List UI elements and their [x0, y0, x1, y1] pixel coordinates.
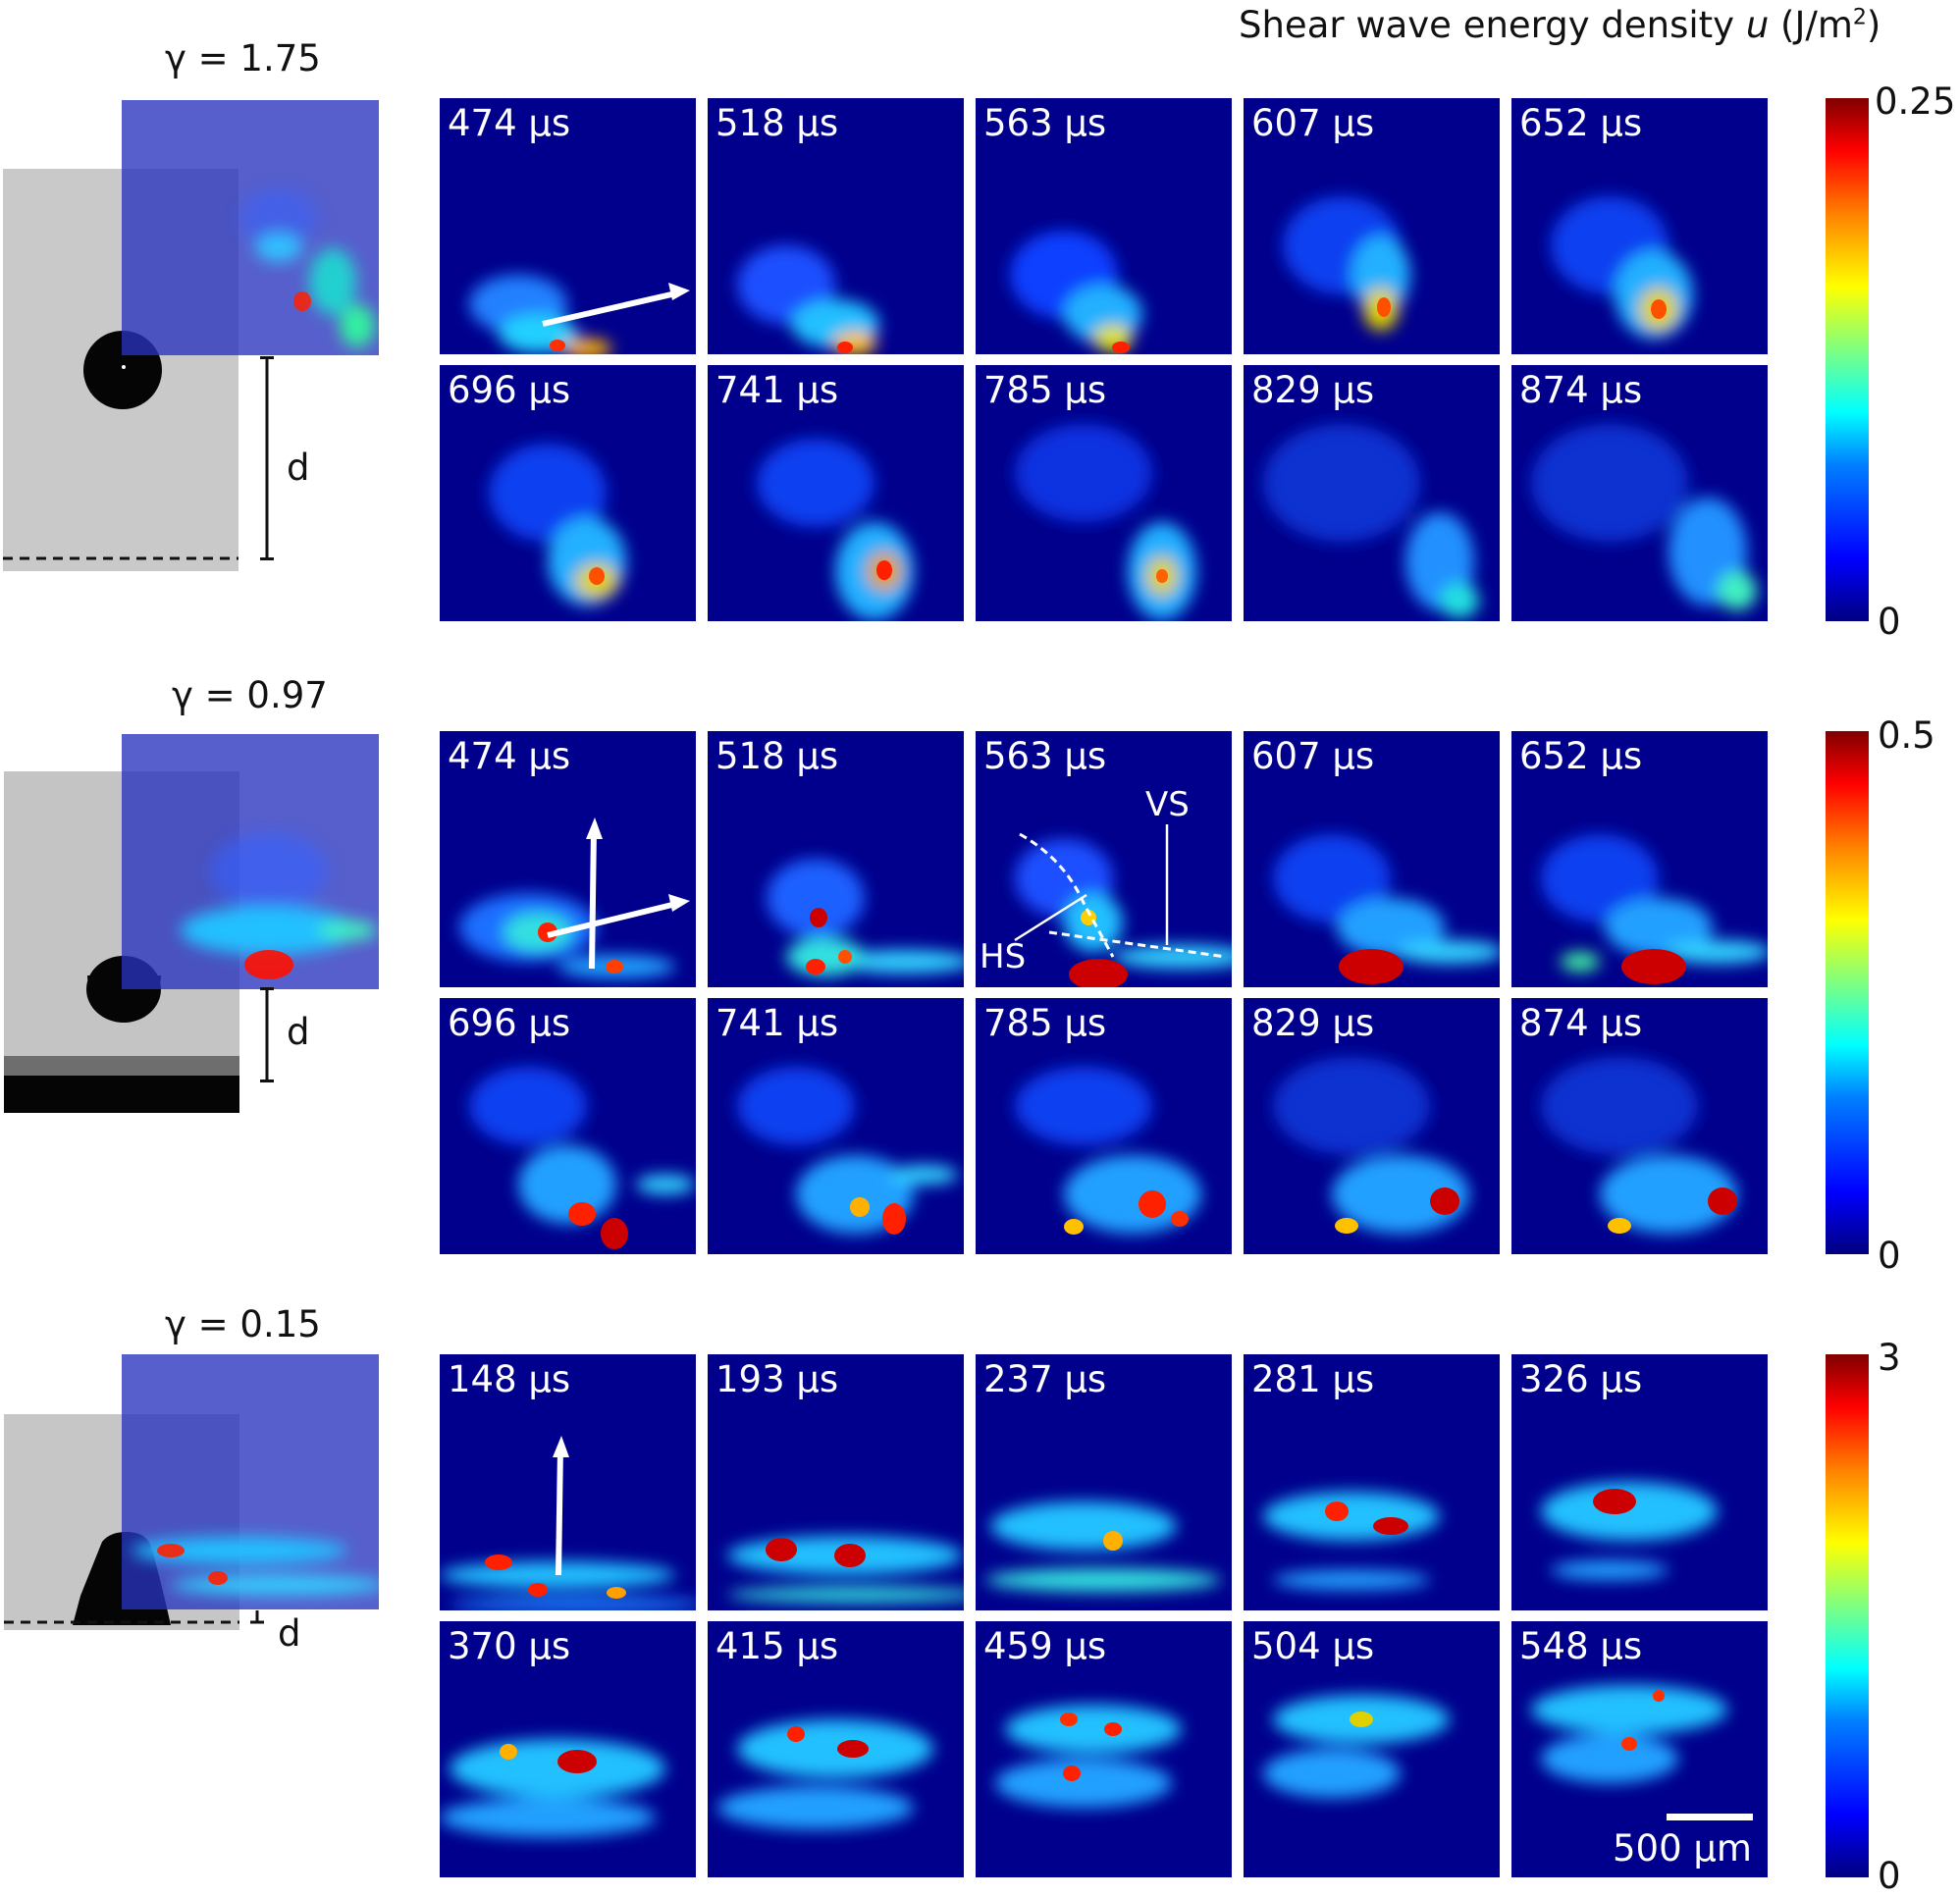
energy-panel: 548 µs 500 µm: [1511, 1621, 1768, 1877]
time-label: 326 µs: [1519, 1358, 1642, 1400]
distance-marker: [250, 1609, 264, 1623]
time-label: 696 µs: [448, 1002, 570, 1044]
time-label: 459 µs: [983, 1625, 1106, 1667]
scale-bar-label: 500 µm: [1613, 1827, 1752, 1870]
hs-annotation: HS: [980, 937, 1026, 976]
energy-panel: 607 µs: [1244, 731, 1500, 987]
energy-panel: 607 µs: [1244, 98, 1500, 354]
colorbar: [1826, 731, 1869, 1254]
time-label: 193 µs: [715, 1358, 838, 1400]
time-label: 518 µs: [715, 735, 838, 777]
figure-header: Shear wave energy density u (J/m2): [1239, 4, 1881, 46]
energy-panel: 281 µs: [1244, 1354, 1500, 1610]
colorbar-max-label: 0.25: [1875, 80, 1955, 123]
scale-bar: [1667, 1814, 1753, 1820]
energy-panel: 652 µs: [1511, 731, 1768, 987]
energy-overlay: [122, 1354, 379, 1609]
energy-panel: 518 µs: [708, 731, 964, 987]
energy-panel: 326 µs: [1511, 1354, 1768, 1610]
time-label: 874 µs: [1519, 1002, 1642, 1044]
header-unit: (J/m: [1769, 4, 1853, 46]
energy-panel: 518 µs: [708, 98, 964, 354]
energy-panel: 237 µs: [976, 1354, 1232, 1610]
gamma-label: γ = 0.15: [165, 1303, 321, 1345]
time-label: 281 µs: [1251, 1358, 1374, 1400]
energy-panel: 193 µs: [708, 1354, 964, 1610]
energy-panel: 652 µs: [1511, 98, 1768, 354]
time-label: 370 µs: [448, 1625, 570, 1667]
colorbar-min-label: 0: [1878, 601, 1901, 643]
time-label: 563 µs: [983, 735, 1106, 777]
energy-panel: 504 µs: [1244, 1621, 1500, 1877]
time-label: 652 µs: [1519, 735, 1642, 777]
header-unit-close: ): [1867, 4, 1881, 46]
colorbar-max-label: 3: [1878, 1337, 1901, 1379]
energy-panel: 474 µs: [440, 731, 696, 987]
energy-panel: 563 µs VS HS: [976, 731, 1232, 987]
distance-label: d: [287, 447, 310, 489]
distance-marker: [260, 987, 274, 1082]
energy-panel: 696 µs: [440, 365, 696, 621]
energy-panel: 741 µs: [708, 998, 964, 1254]
energy-panel: 459 µs: [976, 1621, 1232, 1877]
vs-annotation: VS: [1145, 785, 1190, 824]
time-label: 474 µs: [448, 102, 570, 144]
distance-label: d: [278, 1612, 301, 1655]
time-label: 563 µs: [983, 102, 1106, 144]
time-label: 607 µs: [1251, 735, 1374, 777]
time-label: 148 µs: [448, 1358, 570, 1400]
time-label: 518 µs: [715, 102, 838, 144]
energy-panel: 370 µs: [440, 1621, 696, 1877]
energy-overlay: [122, 100, 379, 355]
energy-panel: 563 µs: [976, 98, 1232, 354]
energy-panel: 415 µs: [708, 1621, 964, 1877]
colorbar-max-label: 0.5: [1878, 714, 1935, 757]
time-label: 785 µs: [983, 369, 1106, 411]
header-unit-exponent: 2: [1853, 6, 1867, 30]
time-label: 237 µs: [983, 1358, 1106, 1400]
colorbar-min-label: 0: [1878, 1235, 1901, 1277]
colorbar: [1826, 98, 1869, 621]
colorbar: [1826, 1354, 1869, 1877]
header-symbol: u: [1746, 4, 1769, 46]
time-label: 741 µs: [715, 369, 838, 411]
time-label: 415 µs: [715, 1625, 838, 1667]
time-label: 696 µs: [448, 369, 570, 411]
time-label: 548 µs: [1519, 1625, 1642, 1667]
energy-panel: 829 µs: [1244, 365, 1500, 621]
energy-panel: 741 µs: [708, 365, 964, 621]
gamma-label: γ = 1.75: [165, 37, 321, 79]
energy-overlay: [122, 734, 379, 989]
time-label: 829 µs: [1251, 1002, 1374, 1044]
colorbar-min-label: 0: [1878, 1855, 1901, 1897]
energy-panel: 696 µs: [440, 998, 696, 1254]
time-label: 652 µs: [1519, 102, 1642, 144]
header-text: Shear wave energy density: [1239, 4, 1746, 46]
time-label: 874 µs: [1519, 369, 1642, 411]
energy-panel: 874 µs: [1511, 998, 1768, 1254]
distance-label: d: [287, 1011, 310, 1053]
time-label: 741 µs: [715, 1002, 838, 1044]
energy-panel: 874 µs: [1511, 365, 1768, 621]
energy-panel: 829 µs: [1244, 998, 1500, 1254]
energy-panel: 785 µs: [976, 365, 1232, 621]
energy-panel: 474 µs: [440, 98, 696, 354]
time-label: 607 µs: [1251, 102, 1374, 144]
time-label: 785 µs: [983, 1002, 1106, 1044]
energy-panel: 148 µs: [440, 1354, 696, 1610]
time-label: 504 µs: [1251, 1625, 1374, 1667]
time-label: 474 µs: [448, 735, 570, 777]
distance-marker: [260, 356, 274, 560]
time-label: 829 µs: [1251, 369, 1374, 411]
gamma-label: γ = 0.97: [172, 674, 328, 716]
energy-panel: 785 µs: [976, 998, 1232, 1254]
